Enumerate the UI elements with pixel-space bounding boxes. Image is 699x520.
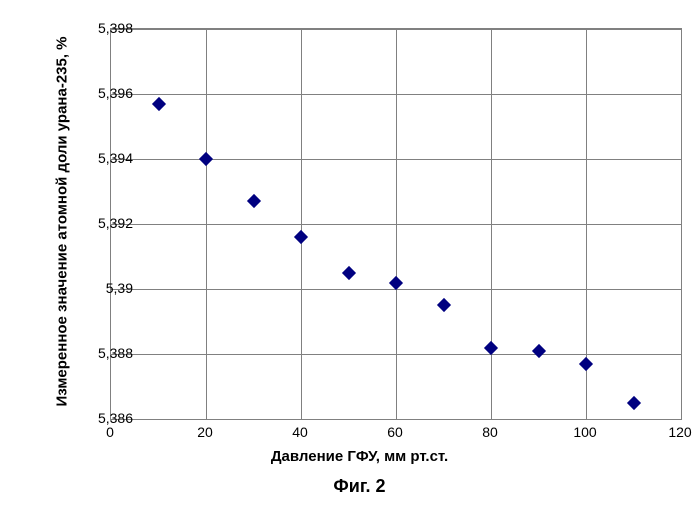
data-point	[579, 357, 593, 371]
y-tick-label: 5,386	[73, 410, 133, 426]
gridline-vertical	[206, 29, 207, 419]
data-point	[626, 396, 640, 410]
figure-caption: Фиг. 2	[10, 476, 699, 502]
x-tick-label: 20	[197, 424, 213, 440]
data-point	[436, 298, 450, 312]
data-point	[199, 152, 213, 166]
y-tick-label: 5,39	[73, 280, 133, 296]
x-axis-label: Давление ГФУ, мм рт.ст.	[10, 448, 699, 462]
x-axis-label-text: Давление ГФУ, мм рт.ст.	[271, 448, 448, 465]
x-tick-label: 0	[106, 424, 114, 440]
y-axis-label: Измеренное значение атомной доли урана-2…	[54, 27, 71, 417]
y-tick-label: 5,396	[73, 85, 133, 101]
y-tick-label: 5,392	[73, 215, 133, 231]
data-point	[246, 194, 260, 208]
x-tick-label: 40	[292, 424, 308, 440]
data-point	[484, 340, 498, 354]
x-tick-label: 120	[668, 424, 691, 440]
chart-container: Измеренное значение атомной доли урана-2…	[10, 10, 699, 510]
x-tick-label: 80	[482, 424, 498, 440]
y-axis-label-text: Измеренное значение атомной доли урана-2…	[54, 36, 71, 406]
data-point	[389, 275, 403, 289]
figure-caption-text: Фиг. 2	[333, 476, 385, 496]
y-tick-label: 5,394	[73, 150, 133, 166]
data-point	[531, 344, 545, 358]
data-point	[294, 230, 308, 244]
x-tick-label: 60	[387, 424, 403, 440]
gridline-vertical	[301, 29, 302, 419]
y-tick-label: 5,398	[73, 20, 133, 36]
gridline-vertical	[396, 29, 397, 419]
gridline-vertical	[491, 29, 492, 419]
gridline-vertical	[681, 29, 682, 419]
plot-area	[110, 28, 682, 420]
y-tick-label: 5,388	[73, 345, 133, 361]
data-point	[151, 97, 165, 111]
data-point	[341, 266, 355, 280]
x-tick-label: 100	[573, 424, 596, 440]
